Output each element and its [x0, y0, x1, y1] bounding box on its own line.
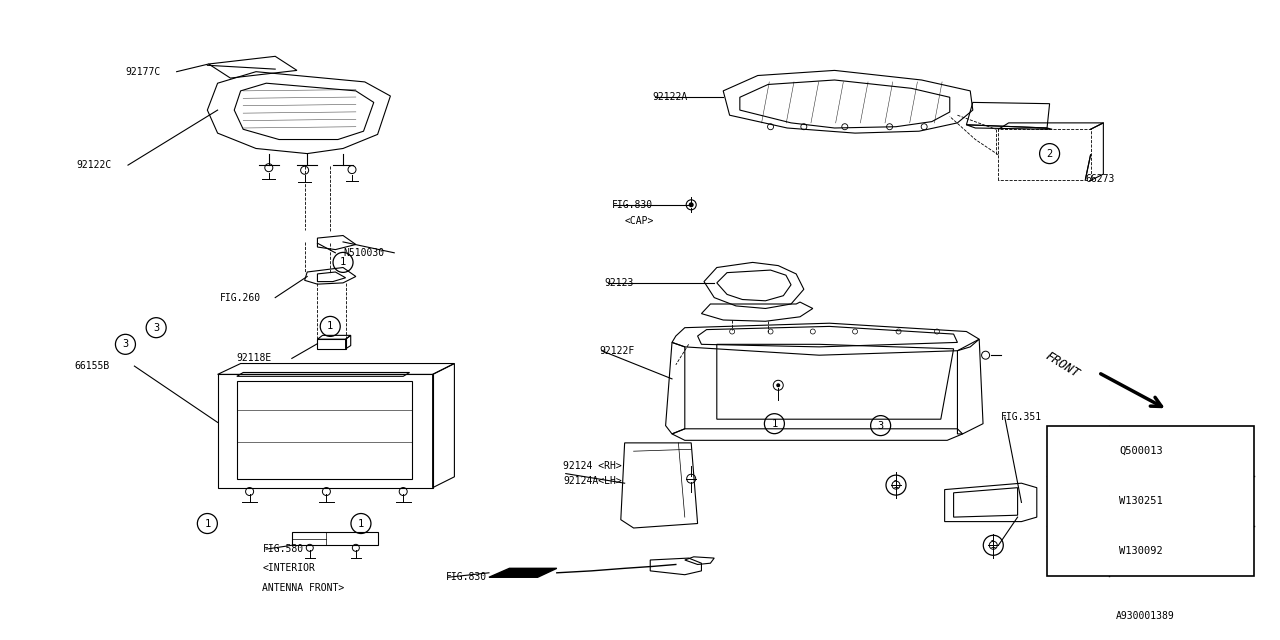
Text: 3: 3	[154, 323, 159, 333]
Text: ANTENNA FRONT>: ANTENNA FRONT>	[262, 582, 344, 593]
Text: 92122F: 92122F	[599, 346, 635, 356]
Text: FIG.351: FIG.351	[1001, 412, 1042, 422]
Circle shape	[689, 202, 694, 207]
Text: 3: 3	[123, 339, 128, 349]
Text: 1: 1	[205, 518, 210, 529]
Text: 66273: 66273	[1085, 174, 1115, 184]
Text: W130092: W130092	[1120, 546, 1164, 556]
Text: FRONT: FRONT	[1043, 349, 1082, 380]
Text: 1: 1	[772, 419, 777, 429]
Text: 1: 1	[991, 540, 996, 550]
Text: <INTERIOR: <INTERIOR	[262, 563, 315, 573]
Text: FIG.830: FIG.830	[445, 572, 486, 582]
Text: 92122C: 92122C	[77, 160, 113, 170]
Text: 92118E: 92118E	[237, 353, 273, 364]
Text: 2: 2	[1075, 496, 1082, 506]
Text: A930001389: A930001389	[1116, 611, 1175, 621]
Text: FIG.580: FIG.580	[262, 544, 303, 554]
Polygon shape	[489, 568, 557, 577]
Text: <CAP>: <CAP>	[625, 216, 654, 226]
Text: 92177C: 92177C	[125, 67, 161, 77]
Text: 1: 1	[340, 257, 346, 268]
Text: W130251: W130251	[1120, 496, 1164, 506]
Text: FIG.830: FIG.830	[612, 200, 653, 210]
Text: 3: 3	[878, 420, 883, 431]
Text: 1: 1	[328, 321, 333, 332]
Text: 92124A<LH>: 92124A<LH>	[563, 476, 622, 486]
Text: 1: 1	[1075, 445, 1082, 456]
Text: 1: 1	[893, 480, 899, 490]
Text: FIG.260: FIG.260	[220, 292, 261, 303]
Text: 92124 <RH>: 92124 <RH>	[563, 461, 622, 471]
Text: 66155B: 66155B	[74, 361, 110, 371]
Text: Q500013: Q500013	[1120, 445, 1164, 456]
Text: N510030: N510030	[343, 248, 384, 258]
Bar	[1047, 426, 1254, 576]
Circle shape	[776, 383, 781, 387]
Text: 92122A: 92122A	[653, 92, 689, 102]
Text: 2: 2	[1047, 148, 1052, 159]
Text: 3: 3	[1075, 546, 1082, 556]
Text: 92123: 92123	[604, 278, 634, 288]
Text: 1: 1	[358, 518, 364, 529]
